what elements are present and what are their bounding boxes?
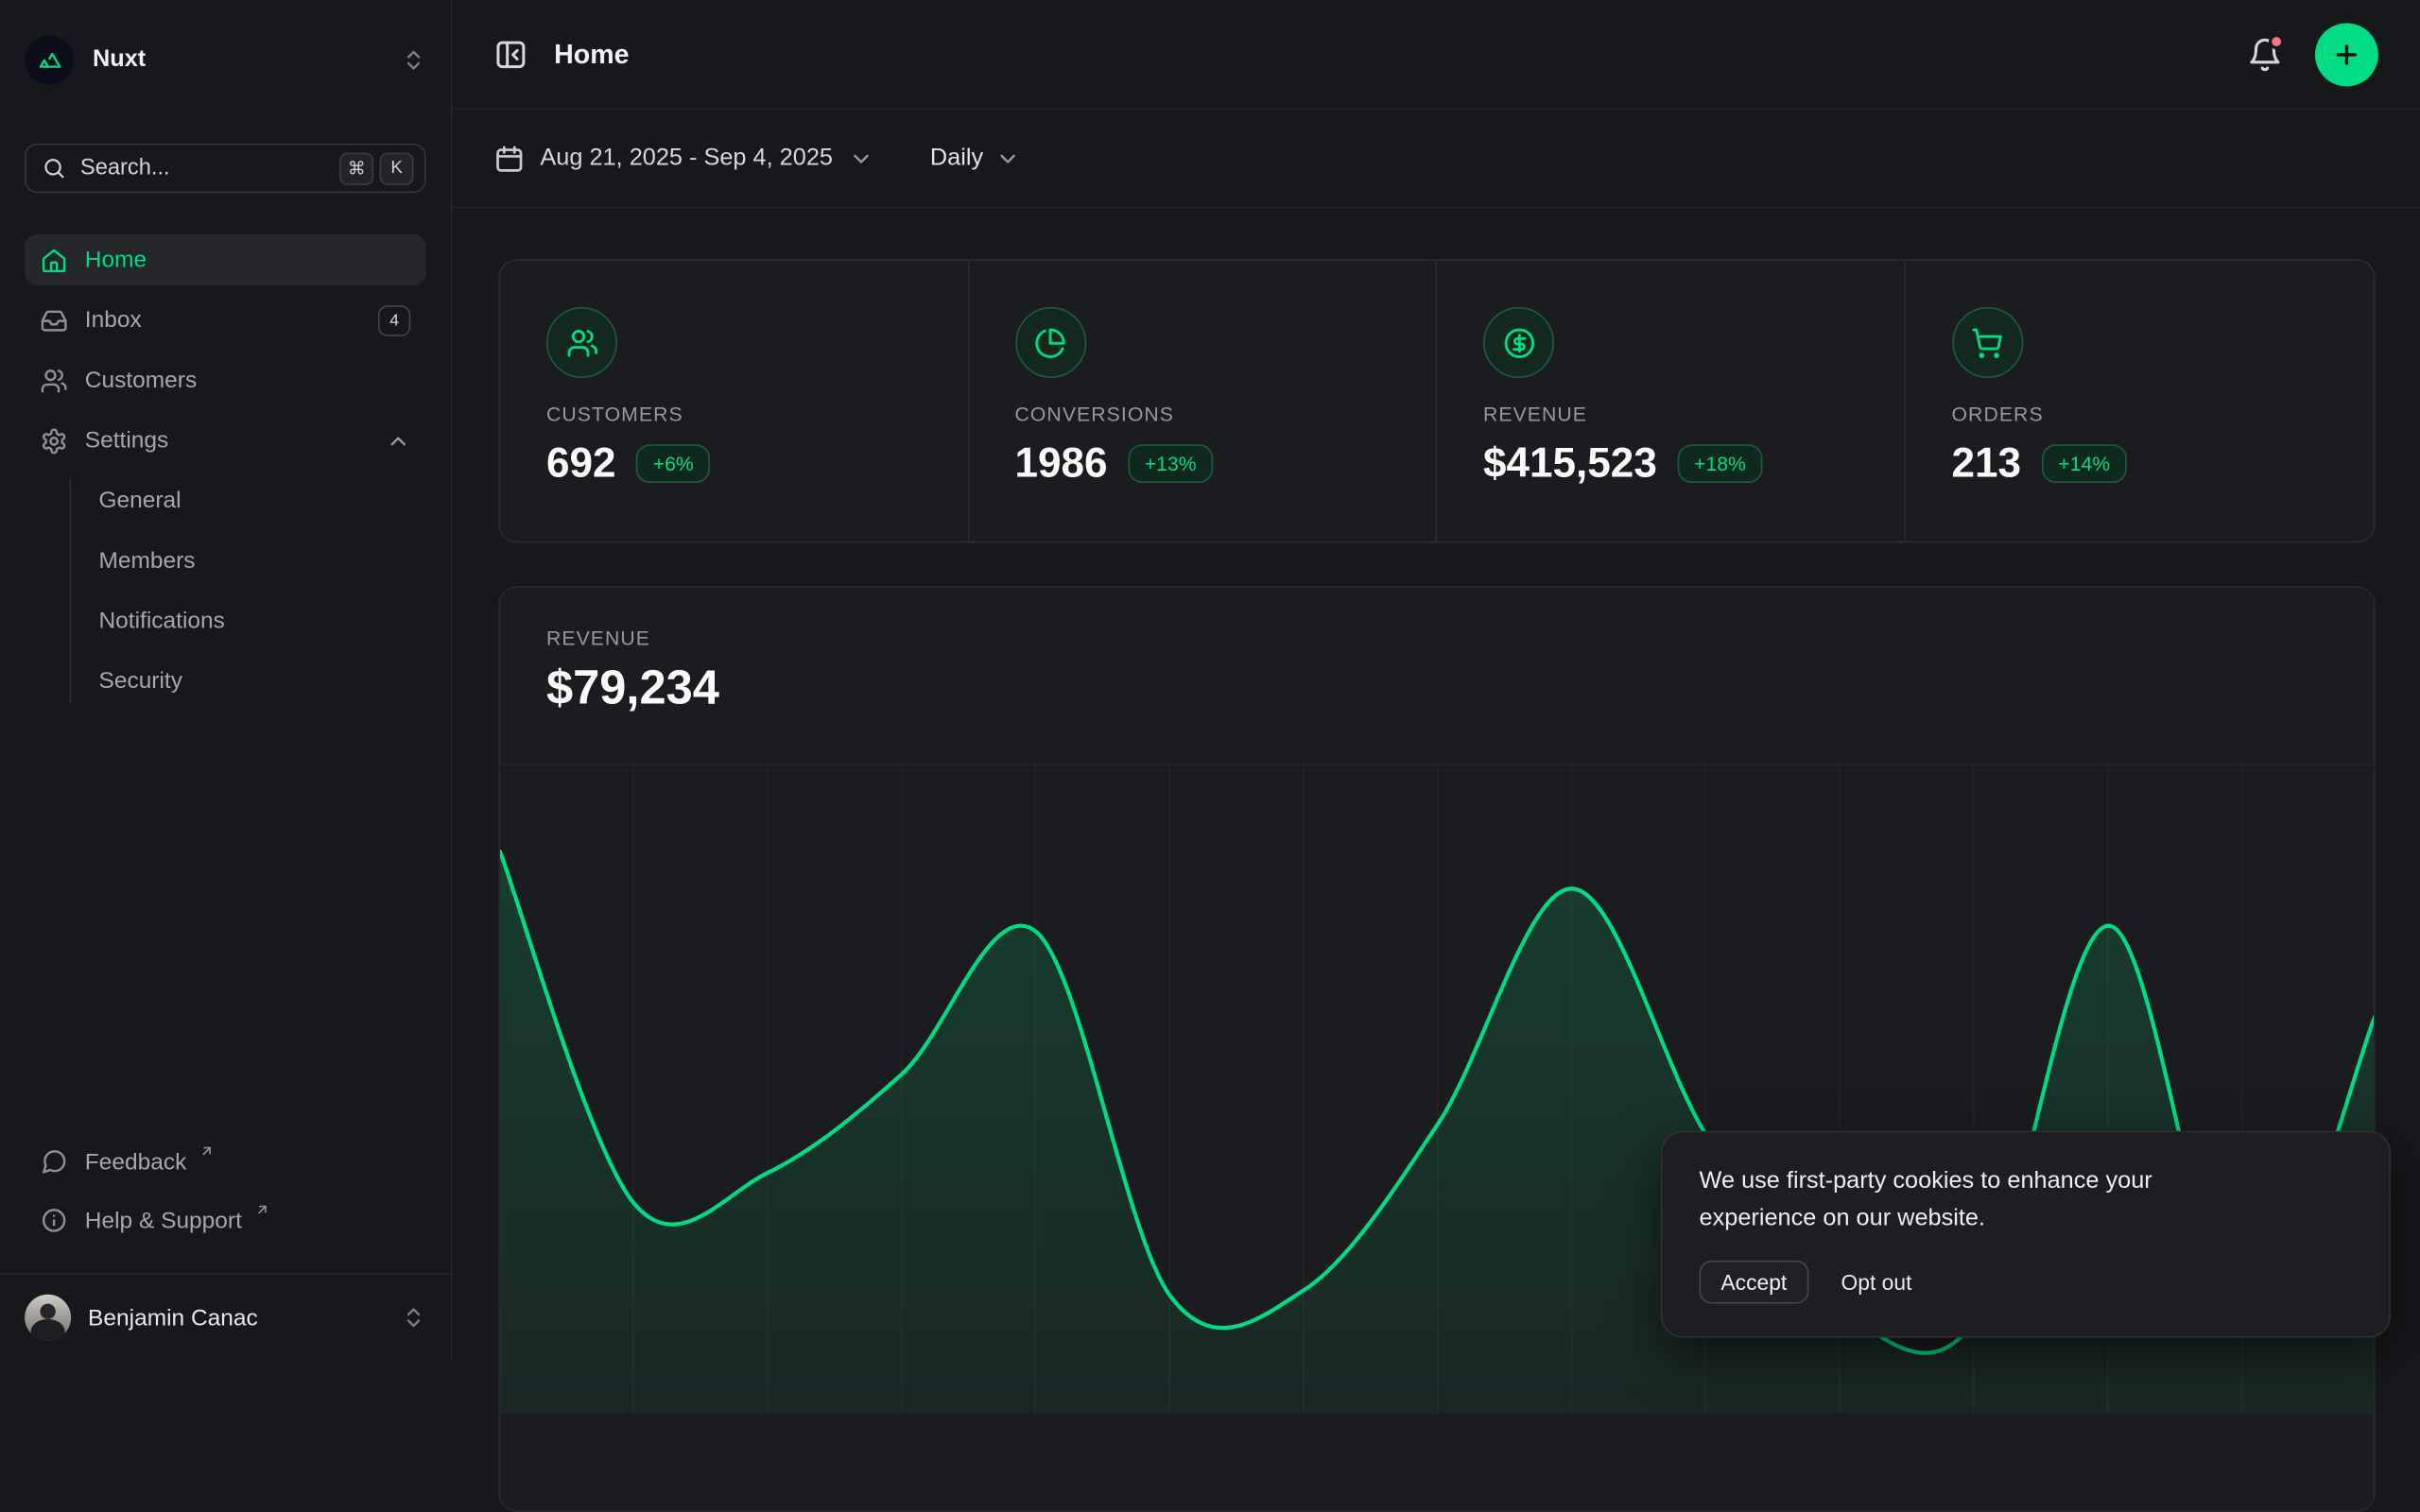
feedback-link[interactable]: Feedback xyxy=(25,1132,425,1191)
chevron-down-icon xyxy=(995,146,1020,170)
sidebar-item-general[interactable]: General xyxy=(25,475,425,526)
external-link-icon xyxy=(199,1143,214,1159)
gear-icon xyxy=(40,426,67,454)
stat-delta-badge: +14% xyxy=(2041,444,2127,483)
granularity-select[interactable]: Daily xyxy=(930,145,1020,172)
accept-cookies-button[interactable]: Accept xyxy=(1700,1261,1809,1304)
feedback-label: Feedback xyxy=(85,1149,187,1176)
sidebar-item-label: Inbox xyxy=(85,307,142,334)
revenue-panel: REVENUE $79,234 xyxy=(498,586,2375,1512)
stat-customers[interactable]: CUSTOMERS 692 +6% xyxy=(500,261,969,541)
workspace-name: Nuxt xyxy=(93,46,146,74)
kbd-cmd: ⌘ xyxy=(339,152,373,184)
sidebar-nav: Home Inbox 4 Customers Settings xyxy=(25,234,425,707)
kbd-k: K xyxy=(380,152,414,184)
settings-subnav: General Members Notifications Security xyxy=(25,475,425,707)
sidebar-item-members[interactable]: Members xyxy=(25,536,425,587)
date-range-value: Aug 21, 2025 - Sep 4, 2025 xyxy=(540,145,833,172)
filters-toolbar: Aug 21, 2025 - Sep 4, 2025 Daily xyxy=(452,110,2420,208)
users-icon xyxy=(40,367,67,394)
chevron-up-icon xyxy=(386,428,410,453)
sidebar-item-security[interactable]: Security xyxy=(25,656,425,707)
sidebar-footer: Feedback Help & Support xyxy=(25,1132,425,1249)
sidebar-item-settings[interactable]: Settings xyxy=(25,415,425,466)
user-name: Benjamin Canac xyxy=(88,1304,258,1331)
stat-label: ORDERS xyxy=(1951,403,2327,425)
sidebar-item-customers[interactable]: Customers xyxy=(25,355,425,406)
stat-value: 692 xyxy=(546,439,616,488)
cookie-message: We use first-party cookies to enhance yo… xyxy=(1700,1163,2273,1237)
stat-value: $415,523 xyxy=(1483,439,1657,488)
search-input[interactable]: Search... ⌘ K xyxy=(25,144,425,193)
inbox-icon xyxy=(40,306,67,334)
subnav-item-label: Security xyxy=(98,668,182,695)
notifications-button[interactable] xyxy=(2247,36,2283,72)
stat-orders[interactable]: ORDERS 213 +14% xyxy=(1906,261,2375,541)
stat-value: 1986 xyxy=(1014,439,1107,488)
topbar: Home xyxy=(452,0,2420,110)
house-icon xyxy=(40,246,67,273)
user-menu[interactable]: Benjamin Canac xyxy=(0,1273,451,1361)
sidebar-item-inbox[interactable]: Inbox 4 xyxy=(25,295,425,346)
revenue-panel-label: REVENUE xyxy=(546,627,2327,649)
chevron-down-icon xyxy=(848,146,873,170)
optout-cookies-button[interactable]: Opt out xyxy=(1841,1270,1911,1295)
stat-revenue[interactable]: REVENUE $415,523 +18% xyxy=(1437,261,1906,541)
stat-value: 213 xyxy=(1951,439,2021,488)
workspace-switcher[interactable]: Nuxt xyxy=(25,34,425,87)
nuxt-logo-icon xyxy=(25,36,74,85)
subnav-item-label: General xyxy=(98,488,181,514)
sidebar-item-notifications[interactable]: Notifications xyxy=(25,595,425,646)
sidebar-item-home[interactable]: Home xyxy=(25,234,425,285)
stats-grid: CUSTOMERS 692 +6% CONVERSIONS 1986 +13% xyxy=(498,259,2375,542)
subnav-item-label: Notifications xyxy=(98,608,224,634)
search-shortcut: ⌘ K xyxy=(339,152,413,184)
granularity-value: Daily xyxy=(930,145,983,172)
stat-delta-badge: +13% xyxy=(1128,444,1214,483)
circle-dollar-icon xyxy=(1483,307,1554,378)
sidebar-item-label: Customers xyxy=(85,368,197,394)
page-title: Home xyxy=(554,38,629,70)
stat-label: REVENUE xyxy=(1483,403,1858,425)
stat-label: CUSTOMERS xyxy=(546,403,921,425)
chevrons-up-down-icon xyxy=(401,1305,425,1330)
revenue-panel-value: $79,234 xyxy=(546,661,2327,716)
subnav-item-label: Members xyxy=(98,548,195,575)
calendar-icon xyxy=(493,143,525,174)
inbox-unread-badge: 4 xyxy=(378,304,410,335)
stat-delta-badge: +6% xyxy=(636,444,711,483)
external-link-icon xyxy=(254,1202,269,1217)
users-icon xyxy=(546,307,617,378)
unread-notification-dot xyxy=(2269,33,2284,48)
sidebar: Nuxt Search... ⌘ K Home xyxy=(0,0,452,1361)
sidebar-toggle-icon[interactable] xyxy=(493,37,527,71)
stat-delta-badge: +18% xyxy=(1677,444,1763,483)
message-circle-icon xyxy=(40,1148,67,1176)
stat-conversions[interactable]: CONVERSIONS 1986 +13% xyxy=(968,261,1437,541)
app-root: Nuxt Search... ⌘ K Home xyxy=(0,0,2420,1361)
search-placeholder: Search... xyxy=(80,156,170,180)
add-button[interactable] xyxy=(2315,23,2378,86)
avatar xyxy=(25,1295,71,1341)
help-support-link[interactable]: Help & Support xyxy=(25,1191,425,1249)
cookie-banner: We use first-party cookies to enhance yo… xyxy=(1661,1131,2391,1338)
chevrons-up-down-icon xyxy=(401,48,425,73)
help-support-label: Help & Support xyxy=(85,1208,242,1234)
stat-label: CONVERSIONS xyxy=(1014,403,1389,425)
sidebar-item-label: Home xyxy=(85,247,147,273)
search-icon xyxy=(42,156,66,180)
plus-icon xyxy=(2332,40,2361,69)
info-circle-icon xyxy=(40,1207,67,1234)
date-range-picker[interactable]: Aug 21, 2025 - Sep 4, 2025 xyxy=(493,143,873,174)
pie-chart-icon xyxy=(1014,307,1085,378)
sidebar-item-label: Settings xyxy=(85,427,168,454)
shopping-cart-icon xyxy=(1951,307,2022,378)
